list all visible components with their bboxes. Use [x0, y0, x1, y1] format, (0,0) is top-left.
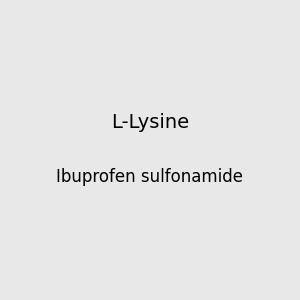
- Text: Ibuprofen sulfonamide: Ibuprofen sulfonamide: [56, 168, 244, 186]
- Text: L-Lysine: L-Lysine: [111, 113, 189, 133]
